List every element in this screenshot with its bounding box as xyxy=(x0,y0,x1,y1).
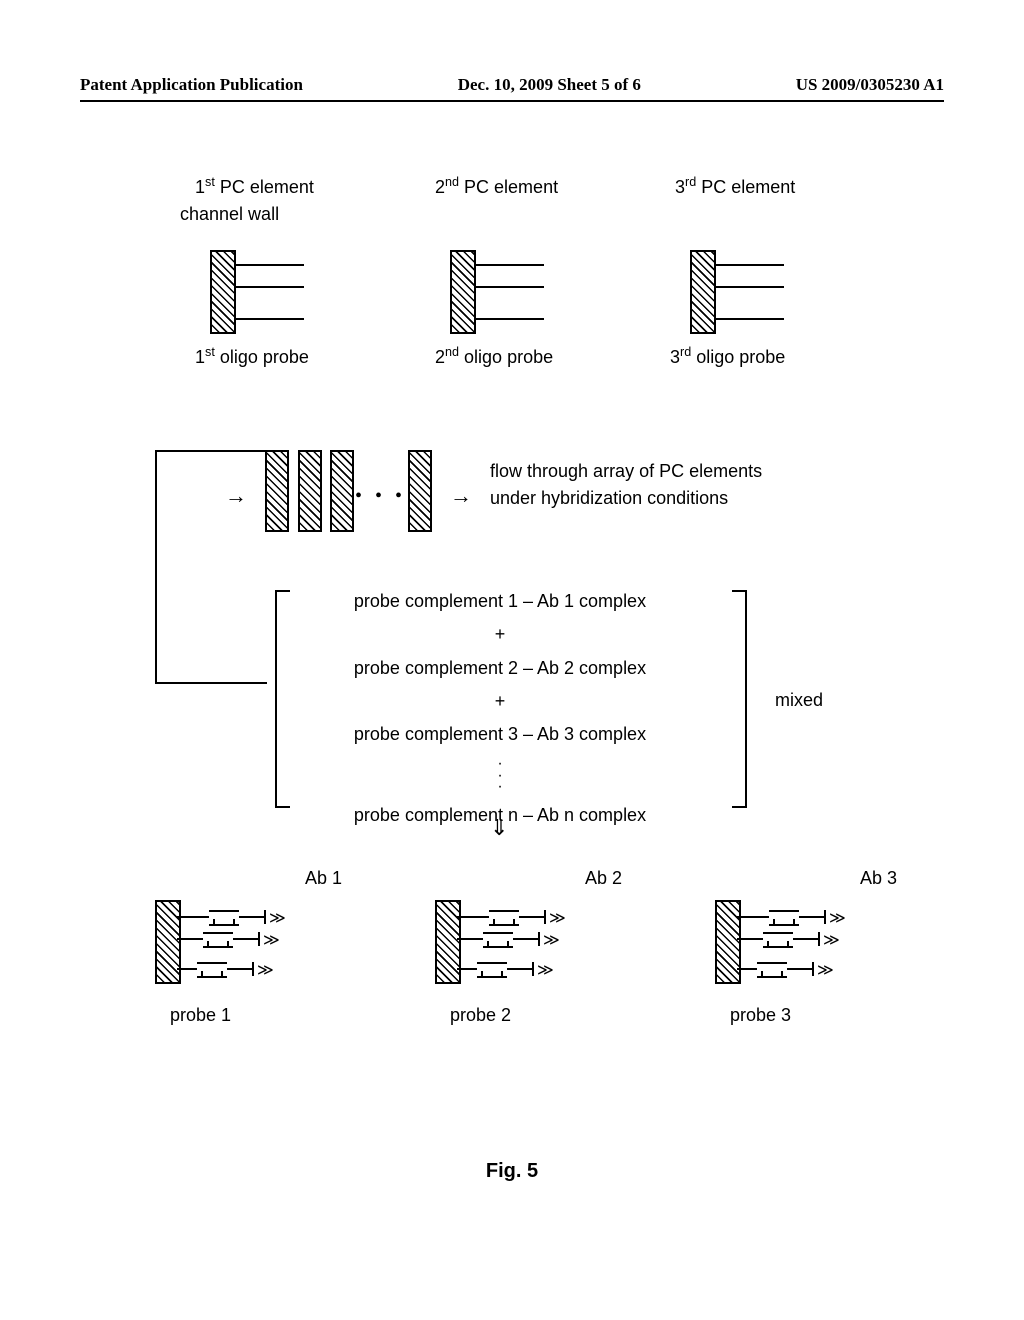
probe-line-icon xyxy=(234,318,304,320)
ab1-label: Ab 1 xyxy=(305,868,342,889)
header-rule xyxy=(80,100,944,102)
junction-icon xyxy=(812,962,814,976)
page-header: Patent Application Publication Dec. 10, … xyxy=(80,75,944,95)
duplex-icon xyxy=(769,910,799,926)
linker-icon xyxy=(239,916,264,918)
junction-icon xyxy=(532,962,534,976)
probe-line-icon xyxy=(474,318,544,320)
antibody-icon: ≪ xyxy=(263,930,280,950)
probe-strand-icon xyxy=(177,968,197,970)
antibody-icon: ≪ xyxy=(257,960,274,980)
pc-element-2 xyxy=(450,250,476,334)
array-pc-3 xyxy=(330,450,354,532)
figure-caption: Fig. 5 xyxy=(0,1160,1024,1183)
complex-1: probe complement 1 – Ab 1 complex xyxy=(285,585,715,618)
antibody-icon: ≪ xyxy=(823,930,840,950)
oligo1-label: 1st oligo probe xyxy=(195,345,309,368)
probe-strand-icon xyxy=(177,916,209,918)
linker-icon xyxy=(507,968,532,970)
antibody-icon: ≪ xyxy=(537,960,554,980)
header-right: US 2009/0305230 A1 xyxy=(796,75,944,95)
antibody-icon: ≪ xyxy=(543,930,560,950)
linker-icon xyxy=(513,938,538,940)
pc1-label: 1st PC element xyxy=(195,175,314,198)
linker-icon xyxy=(799,916,824,918)
antibody-icon: ≪ xyxy=(829,908,846,928)
plus-1: + xyxy=(285,618,715,651)
antibody-icon: ≪ xyxy=(549,908,566,928)
array-pc-1 xyxy=(265,450,289,532)
junction-icon xyxy=(264,910,266,924)
antibody-icon: ≪ xyxy=(817,960,834,980)
complex-list: probe complement 1 – Ab 1 complex + prob… xyxy=(285,585,715,832)
junction-icon xyxy=(258,932,260,946)
pc-element-1 xyxy=(210,250,236,334)
probe-line-icon xyxy=(234,286,304,288)
pc-wall-icon xyxy=(715,900,741,984)
probe-strand-icon xyxy=(737,916,769,918)
loop-bracket-icon xyxy=(155,450,267,684)
probe-line-icon xyxy=(474,286,544,288)
duplex-icon xyxy=(763,932,793,948)
duplex-icon xyxy=(209,910,239,926)
duplex-icon xyxy=(757,962,787,978)
linker-icon xyxy=(233,938,258,940)
linker-icon xyxy=(519,916,544,918)
probe-line-icon xyxy=(234,264,304,266)
plus-2: + xyxy=(285,685,715,718)
probe-strand-icon xyxy=(457,968,477,970)
junction-icon xyxy=(818,932,820,946)
junction-icon xyxy=(824,910,826,924)
header-left: Patent Application Publication xyxy=(80,75,303,95)
pc2-label: 2nd PC element xyxy=(435,175,558,198)
vdots-icon: ··· xyxy=(285,751,715,799)
junction-icon xyxy=(544,910,546,924)
duplex-icon xyxy=(197,962,227,978)
linker-icon xyxy=(227,968,252,970)
ab3-label: Ab 3 xyxy=(860,868,897,889)
pc3-label: 3rd PC element xyxy=(675,175,795,198)
probe-line-icon xyxy=(714,286,784,288)
duplex-icon xyxy=(489,910,519,926)
junction-icon xyxy=(252,962,254,976)
probe-strand-icon xyxy=(457,938,483,940)
duplex-icon xyxy=(203,932,233,948)
flow-description: flow through array of PC elements under … xyxy=(490,458,790,512)
probe-strand-icon xyxy=(457,916,489,918)
mixed-label: mixed xyxy=(775,690,823,711)
complex-2: probe complement 2 – Ab 2 complex xyxy=(285,652,715,685)
probe-line-icon xyxy=(474,264,544,266)
linker-icon xyxy=(793,938,818,940)
pc-wall-icon xyxy=(155,900,181,984)
header-center: Dec. 10, 2009 Sheet 5 of 6 xyxy=(458,75,641,95)
arrow-to-flow-icon: → xyxy=(450,483,472,509)
duplex-icon xyxy=(477,962,507,978)
down-arrow-icon: ⇓ xyxy=(490,815,508,841)
oligo3-label: 3rd oligo probe xyxy=(670,345,785,368)
complex-bracket-right-icon xyxy=(715,590,747,808)
probe3-label: probe 3 xyxy=(730,1005,791,1026)
probe-strand-icon xyxy=(737,938,763,940)
probe2-label: probe 2 xyxy=(450,1005,511,1026)
probe-strand-icon xyxy=(177,938,203,940)
probe1-label: probe 1 xyxy=(170,1005,231,1026)
probe-line-icon xyxy=(714,318,784,320)
complex-3: probe complement 3 – Ab 3 complex xyxy=(285,718,715,751)
oligo2-label: 2nd oligo probe xyxy=(435,345,553,368)
probe-strand-icon xyxy=(737,968,757,970)
array-ellipsis: • • • xyxy=(355,485,406,508)
channel-wall-label: channel wall xyxy=(180,204,279,225)
duplex-icon xyxy=(483,932,513,948)
pc-element-3 xyxy=(690,250,716,334)
probe-line-icon xyxy=(714,264,784,266)
antibody-icon: ≪ xyxy=(269,908,286,928)
ab2-label: Ab 2 xyxy=(585,868,622,889)
pc-wall-icon xyxy=(435,900,461,984)
array-pc-2 xyxy=(298,450,322,532)
linker-icon xyxy=(787,968,812,970)
junction-icon xyxy=(538,932,540,946)
array-pc-4 xyxy=(408,450,432,532)
